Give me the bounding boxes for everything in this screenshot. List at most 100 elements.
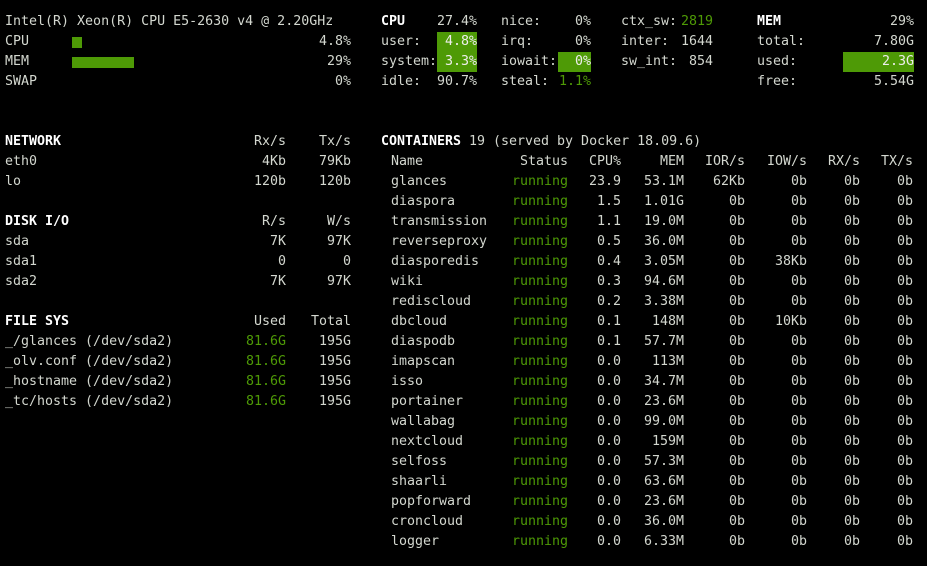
container-status: running [511,314,568,329]
container-name: popforward [391,494,472,509]
container-iow: 0b [790,394,807,409]
container-name: diasporedis [391,254,480,269]
container-name: logger [391,534,440,549]
container-tx: 0b [896,454,913,469]
container-mem: 6.33M [643,534,684,549]
cpu-system-value: 3.3% [437,52,477,72]
cpu-irq-label: irq: [501,34,534,49]
container-header-status: Status [519,154,568,169]
containers-title: CONTAINERS [381,134,462,149]
container-header-iow: IOW/s [766,154,807,169]
mem-usage-bar [72,57,134,68]
container-rx: 0b [843,174,860,189]
container-tx: 0b [896,254,913,269]
network-tx-value: 79Kb [318,154,351,169]
container-cpu: 1.5 [596,194,621,209]
container-iow: 0b [790,274,807,289]
container-name: diaspora [391,194,456,209]
container-rx: 0b [843,514,860,529]
container-status: running [511,514,568,529]
quicklook-swap-value: 0% [334,74,351,89]
containers-count: 19 [469,134,486,149]
diskio-write-header: W/s [326,214,351,229]
container-cpu: 0.0 [596,474,621,489]
container-status: running [511,414,568,429]
container-rx: 0b [843,354,860,369]
container-mem: 1.01G [643,194,684,209]
cpu-steal-value: 1.1% [558,74,591,89]
cpu-total: 27.4% [436,14,477,29]
container-cpu: 0.1 [596,334,621,349]
container-status: running [511,354,568,369]
container-rx: 0b [843,494,860,509]
container-status: running [511,194,568,209]
container-name: reverseproxy [391,234,488,249]
container-tx: 0b [896,294,913,309]
container-iow: 0b [790,174,807,189]
sw-int-label: sw_int: [621,54,678,69]
container-mem: 19.0M [643,214,684,229]
container-rx: 0b [843,334,860,349]
container-tx: 0b [896,274,913,289]
cpu-nice-value: 0% [574,14,591,29]
container-tx: 0b [896,534,913,549]
cpu-title: CPU [381,14,406,29]
container-tx: 0b [896,514,913,529]
container-cpu: 0.2 [596,294,621,309]
container-tx: 0b [896,474,913,489]
container-mem: 94.6M [643,274,684,289]
container-name: wiki [391,274,424,289]
container-name: shaarli [391,474,448,489]
container-mem: 63.6M [643,474,684,489]
container-ior: 0b [728,414,745,429]
container-status: running [511,174,568,189]
container-mem: 159M [651,434,684,449]
container-mem: 23.6M [643,394,684,409]
container-cpu: 0.0 [596,434,621,449]
containers-served-by: (served by Docker 18.09.6) [493,134,702,149]
container-tx: 0b [896,334,913,349]
container-cpu: 0.0 [596,414,621,429]
cpu-usage-bar [72,37,82,48]
container-ior: 62Kb [712,174,745,189]
container-name: dbcloud [391,314,448,329]
container-iow: 10Kb [774,314,807,329]
container-iow: 0b [790,514,807,529]
container-mem: 113M [651,354,684,369]
ctx-sw-label: ctx_sw: [621,14,678,29]
container-mem: 99.0M [643,414,684,429]
container-status: running [511,254,568,269]
container-ior: 0b [728,354,745,369]
quicklook-cpu-value: 4.8% [318,34,351,49]
container-name: glances [391,174,448,189]
container-status: running [511,454,568,469]
container-cpu: 0.0 [596,354,621,369]
cpu-iowait-label: iowait: [501,54,558,69]
container-ior: 0b [728,434,745,449]
filesys-title: FILE SYS [5,314,70,329]
container-iow: 0b [790,294,807,309]
disk-read-value: 7K [269,274,286,289]
container-tx: 0b [896,394,913,409]
cpu-steal-label: steal: [501,74,550,89]
disk-write-value: 97K [326,274,351,289]
container-cpu: 23.9 [588,174,621,189]
quicklook-swap-label: SWAP [5,74,38,89]
container-cpu: 0.3 [596,274,621,289]
disk-write-value: 97K [326,234,351,249]
container-mem: 53.1M [643,174,684,189]
container-rx: 0b [843,274,860,289]
container-tx: 0b [896,434,913,449]
cpu-idle-label: idle: [381,74,422,89]
disk-name: sda1 [5,254,38,269]
inter-value: 1644 [680,34,713,49]
cpu-user-label: user: [381,34,422,49]
filesys-total-value: 195G [318,354,351,369]
container-tx: 0b [896,174,913,189]
container-rx: 0b [843,214,860,229]
container-mem: 148M [651,314,684,329]
container-ior: 0b [728,474,745,489]
cpu-user-value: 4.8% [437,32,477,52]
container-header-mem: MEM [659,154,684,169]
container-iow: 0b [790,454,807,469]
